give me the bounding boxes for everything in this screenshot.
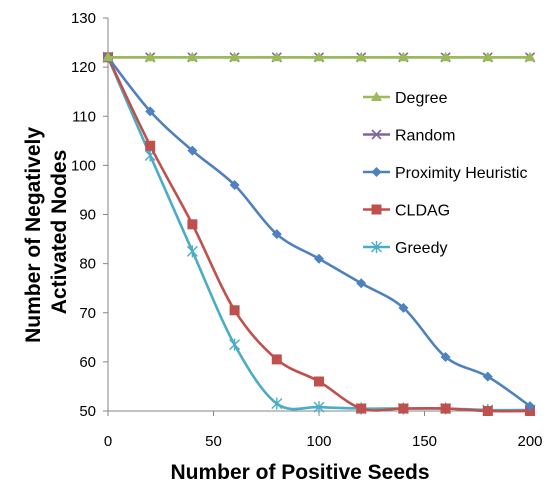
legend-swatch-marker [371, 129, 382, 140]
data-point-cldag [398, 403, 409, 414]
series-line-proximity-heuristic [106, 56, 531, 408]
y-tick-label: 90 [79, 207, 96, 224]
legend-item-degree: Degree [363, 90, 448, 107]
data-point-proximity-heuristic [314, 253, 324, 264]
y-tick-label: 80 [79, 256, 96, 273]
y-tick-label: 110 [72, 108, 96, 125]
legend-label: Proximity Heuristic [395, 165, 527, 182]
data-point-proximity-heuristic [482, 371, 493, 382]
legend-item-random: Random [363, 128, 455, 145]
legend-swatch-marker [371, 204, 382, 215]
x-axis-title: Number of Positive Seeds [170, 461, 429, 484]
data-point-greedy [186, 245, 198, 258]
y-tick-label: 130 [71, 10, 96, 27]
y-axis-title-line-2: Activated Nodes [48, 150, 71, 315]
y-axis-title: Number of Negatively Activated Nodes [22, 121, 71, 343]
data-point-degree [102, 51, 114, 62]
data-point-degree [186, 51, 198, 62]
data-point-cldag [440, 403, 451, 414]
series-line-greedy [106, 56, 531, 412]
data-point-greedy [271, 397, 283, 410]
data-point-proximity-heuristic [525, 401, 535, 412]
y-tick-label: 100 [71, 157, 96, 174]
data-point-proximity-heuristic [229, 180, 240, 191]
x-tick-label: 200 [517, 433, 542, 450]
data-point-degree [271, 51, 283, 62]
data-point-cldag [356, 403, 367, 414]
x-tick-label: 0 [104, 433, 112, 450]
data-point-proximity-heuristic [398, 302, 409, 313]
data-point-proximity-heuristic [145, 106, 156, 117]
legend-swatch-marker [371, 167, 382, 177]
legend-item-greedy: Greedy [363, 240, 447, 257]
data-point-proximity-heuristic [356, 278, 367, 289]
data-point-cldag [482, 406, 493, 416]
data-point-degree [355, 51, 367, 62]
data-point-greedy [313, 401, 325, 414]
data-point-cldag [145, 140, 156, 151]
data-point-proximity-heuristic [187, 145, 198, 156]
legend-label: CLDAG [395, 203, 450, 220]
legend-swatch-marker [371, 91, 382, 101]
chart-legend: Degree Random Proximity Heuristic CLDAG Gree… [363, 90, 527, 257]
legend-swatch-marker [371, 241, 382, 253]
y-tick-label: 120 [71, 59, 96, 76]
x-tick-label: 150 [412, 433, 437, 450]
y-axis-title-line-1: Number of Negatively [22, 127, 45, 343]
data-point-degree [229, 51, 241, 62]
data-point-proximity-heuristic [440, 351, 451, 362]
series-degree [102, 51, 536, 62]
series-proximity-heuristic [103, 52, 535, 412]
data-point-degree [482, 51, 494, 62]
data-point-degree [313, 51, 325, 62]
y-tick-label: 70 [79, 305, 96, 322]
x-tick-label: 100 [306, 433, 331, 450]
legend-label: Greedy [395, 240, 447, 257]
data-point-cldag [229, 305, 240, 316]
legend-label: Degree [395, 90, 448, 107]
data-point-degree [524, 51, 536, 62]
chart-series [102, 51, 536, 417]
series-cldag [103, 52, 535, 416]
legend-item-cldag: CLDAG [363, 203, 450, 220]
chart-axes: 50 60 70 80 90 100 110 120 130 0 50 100 150 200 [71, 10, 543, 450]
data-point-proximity-heuristic [271, 229, 282, 240]
x-tick-label: 50 [205, 433, 222, 450]
data-point-cldag [271, 354, 282, 365]
series-line-cldag [106, 56, 531, 413]
data-point-cldag [314, 376, 324, 387]
series-greedy [102, 51, 536, 417]
y-tick-label: 60 [79, 354, 96, 371]
legend-label: Random [395, 128, 455, 145]
data-point-degree [397, 51, 409, 62]
data-point-degree [440, 51, 452, 62]
y-tick-label: 50 [79, 403, 96, 420]
data-point-degree [144, 51, 156, 62]
data-point-cldag [187, 219, 198, 230]
legend-item-proximity-heuristic: Proximity Heuristic [363, 165, 527, 182]
data-point-greedy [229, 338, 241, 351]
